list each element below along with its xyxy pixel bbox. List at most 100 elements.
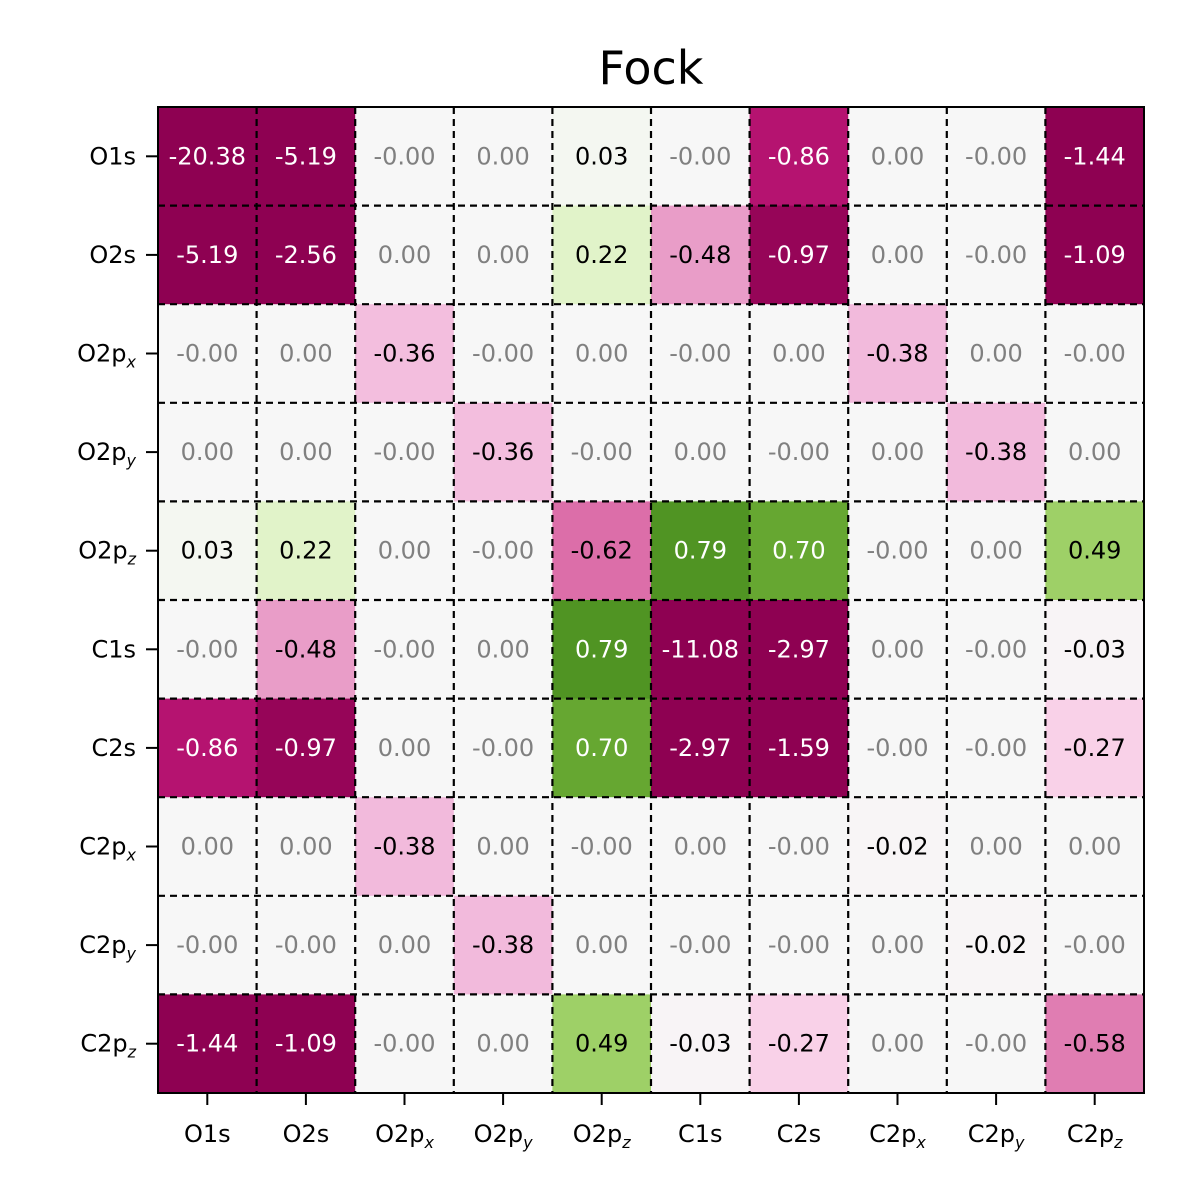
heatmap-cell-8-5: [651, 895, 751, 995]
cell-value-label-0-8: -0.00: [965, 142, 1027, 170]
y-tick-label-6: C2s: [91, 734, 136, 762]
heatmap-cell-5-2: [355, 600, 455, 700]
heatmap-cell-0-9: [1045, 107, 1145, 207]
cell-value-label-1-9: -1.09: [1064, 241, 1126, 269]
heatmap-cell-6-0: [158, 698, 258, 798]
heatmap-cell-2-6: [749, 304, 849, 404]
cell-value-label-7-0: 0.00: [181, 833, 234, 861]
x-tick-label-0: O1s: [184, 1120, 231, 1148]
cell-value-label-7-9: 0.00: [1068, 833, 1121, 861]
heatmap-cell-2-0: [158, 304, 258, 404]
chart-title: Fock: [599, 41, 704, 95]
heatmap-cell-5-6: [749, 600, 849, 700]
cell-value-label-0-4: 0.03: [575, 142, 628, 170]
cell-value-label-7-1: 0.00: [279, 833, 332, 861]
cell-value-label-6-6: -1.59: [768, 734, 830, 762]
cell-value-label-1-7: 0.00: [871, 241, 924, 269]
heatmap-cell-3-0: [158, 402, 258, 502]
heatmap-cell-4-2: [355, 501, 455, 601]
heatmap-cell-3-4: [552, 402, 652, 502]
heatmap-cell-9-5: [651, 994, 751, 1094]
cell-value-label-5-3: 0.00: [476, 635, 529, 663]
heatmap-cell-8-7: [848, 895, 948, 995]
heatmap-cell-4-6: [749, 501, 849, 601]
heatmap-cell-3-7: [848, 402, 948, 502]
heatmap-cell-2-7: [848, 304, 948, 404]
cell-value-label-4-9: 0.49: [1068, 537, 1121, 565]
cell-value-label-2-0: -0.00: [176, 340, 238, 368]
cell-value-label-6-3: -0.00: [472, 734, 534, 762]
cell-value-label-9-2: -0.00: [373, 1030, 435, 1058]
heatmap-cell-0-2: [355, 107, 455, 207]
cell-value-label-0-1: -5.19: [275, 142, 337, 170]
heatmap-cell-0-7: [848, 107, 948, 207]
cell-value-label-3-7: 0.00: [871, 438, 924, 466]
heatmap-cell-5-3: [453, 600, 553, 700]
heatmap-cell-0-5: [651, 107, 751, 207]
heatmap-cell-2-3: [453, 304, 553, 404]
cell-value-label-5-0: -0.00: [176, 635, 238, 663]
heatmap-cell-4-3: [453, 501, 553, 601]
cell-value-label-3-1: 0.00: [279, 438, 332, 466]
cell-value-label-7-3: 0.00: [476, 833, 529, 861]
cell-value-label-9-9: -0.58: [1064, 1030, 1126, 1058]
cell-value-label-8-3: -0.38: [472, 931, 534, 959]
heatmap-cell-5-8: [946, 600, 1046, 700]
heatmap-cell-0-0: [158, 107, 258, 207]
cell-value-label-7-2: -0.38: [373, 833, 435, 861]
cell-value-label-9-6: -0.27: [768, 1030, 830, 1058]
heatmap-cell-8-6: [749, 895, 849, 995]
heatmap-cell-1-1: [256, 205, 356, 305]
plot-frame: [157, 106, 1145, 1094]
cell-value-label-6-0: -0.86: [176, 734, 238, 762]
x-axis: O1s O2s O2px O2py O2pz C1s C2s C2px C2py C2pz: [184, 1093, 1123, 1152]
heatmap-cell-8-0: [158, 895, 258, 995]
cell-value-label-1-0: -5.19: [176, 241, 238, 269]
cell-value-label-7-8: 0.00: [969, 833, 1022, 861]
heatmap-cell-8-9: [1045, 895, 1145, 995]
cell-value-label-5-6: -2.97: [768, 635, 830, 663]
cell-value-label-1-5: -0.48: [669, 241, 731, 269]
y-tick-label-3: O2py: [77, 438, 136, 470]
cell-value-label-5-2: -0.00: [373, 635, 435, 663]
heatmap-cell-6-4: [552, 698, 652, 798]
x-tick-label-2: O2px: [375, 1120, 434, 1152]
y-tick-label-8: C2py: [79, 931, 136, 963]
cell-value-label-4-5: 0.79: [674, 537, 727, 565]
heatmap-cell-8-4: [552, 895, 652, 995]
cell-value-label-6-4: 0.70: [575, 734, 628, 762]
cell-value-label-2-9: -0.00: [1064, 340, 1126, 368]
cell-value-label-8-8: -0.02: [965, 931, 1027, 959]
cell-value-label-2-3: -0.00: [472, 340, 534, 368]
cell-value-label-3-9: 0.00: [1068, 438, 1121, 466]
heatmap-cell-9-7: [848, 994, 948, 1094]
cell-value-label-0-5: -0.00: [669, 142, 731, 170]
heatmap-cell-0-6: [749, 107, 849, 207]
heatmap-cell-1-6: [749, 205, 849, 305]
x-tick-label-8: C2py: [968, 1120, 1025, 1152]
heatmap-cell-0-8: [946, 107, 1046, 207]
heatmap-cell-4-4: [552, 501, 652, 601]
cell-value-label-3-4: -0.00: [571, 438, 633, 466]
heatmap-cell-2-8: [946, 304, 1046, 404]
cell-value-label-8-0: -0.00: [176, 931, 238, 959]
x-tick-label-1: O2s: [283, 1120, 330, 1148]
cell-value-label-4-4: -0.62: [571, 537, 633, 565]
heatmap-cell-1-4: [552, 205, 652, 305]
cell-value-label-3-2: -0.00: [373, 438, 435, 466]
cell-value-label-2-7: -0.38: [866, 340, 928, 368]
heatmap-value-labels: -20.38 -5.19 -0.00 0.00 0.03 -0.00 -0.86 0.00 -0…: [169, 142, 1126, 1057]
cell-value-label-2-8: 0.00: [969, 340, 1022, 368]
heatmap-cell-6-3: [453, 698, 553, 798]
heatmap-cell-8-1: [256, 895, 356, 995]
x-tick-label-3: O2py: [474, 1120, 533, 1152]
cell-value-label-5-8: -0.00: [965, 635, 1027, 663]
heatmap-cell-4-1: [256, 501, 356, 601]
heatmap-cell-0-4: [552, 107, 652, 207]
heatmap-cell-2-1: [256, 304, 356, 404]
cell-value-label-8-2: 0.00: [378, 931, 431, 959]
y-tick-label-0: O1s: [89, 142, 136, 170]
heatmap-cell-9-4: [552, 994, 652, 1094]
heatmap-cell-1-3: [453, 205, 553, 305]
x-tick-label-5: C1s: [678, 1120, 723, 1148]
